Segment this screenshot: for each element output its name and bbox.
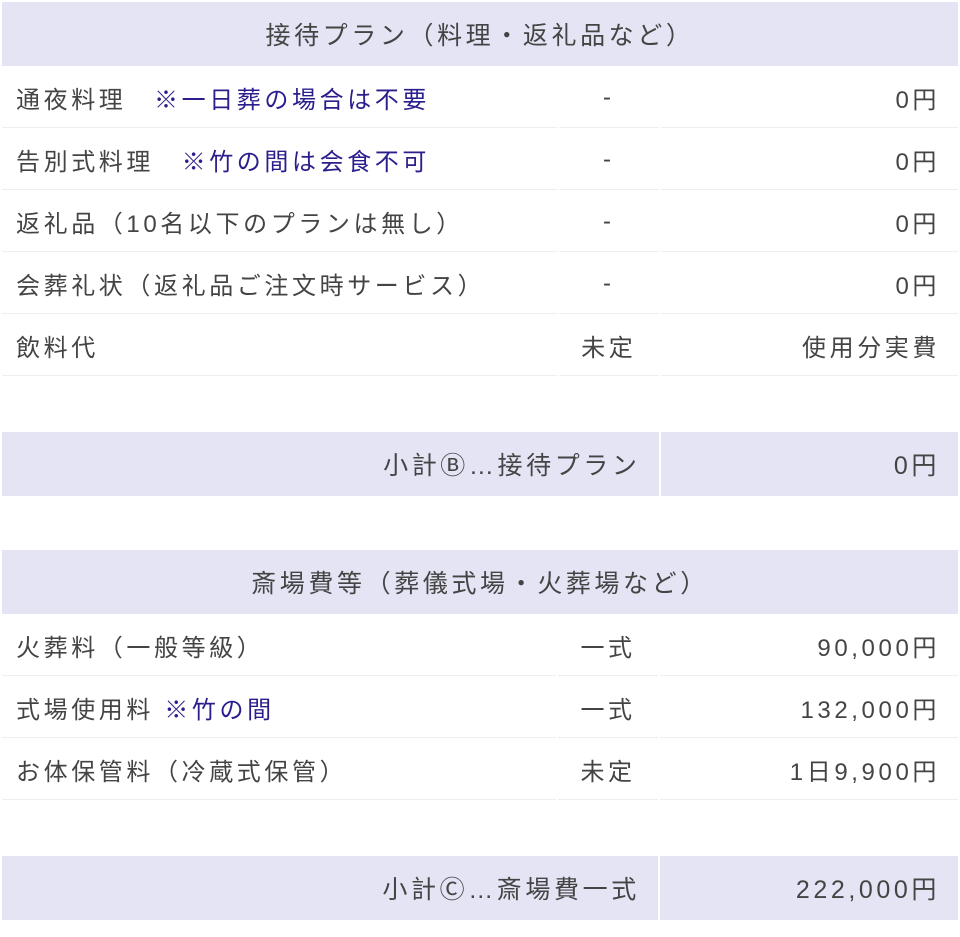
item-amount: 1日9,900円 xyxy=(660,740,958,800)
empty-cell xyxy=(660,802,958,854)
item-amount: 0円 xyxy=(661,68,958,128)
empty-cell xyxy=(559,378,659,430)
empty-cell xyxy=(2,378,557,430)
item-name: 飲料代 xyxy=(16,335,99,362)
table-header: 接待プラン（料理・返礼品など） xyxy=(2,2,958,66)
item-name-cell: 告別式料理 ※竹の間は会食不可 xyxy=(2,130,557,190)
table-row: 式場使用料 ※竹の間 一式 132,000円 xyxy=(2,678,958,738)
item-qty: 未定 xyxy=(558,740,657,800)
subtotal-amount: 222,000円 xyxy=(660,856,958,920)
item-note: ※竹の間 xyxy=(164,697,274,724)
item-qty: 一式 xyxy=(558,678,657,738)
item-qty: - xyxy=(559,130,659,190)
table-header-row: 接待プラン（料理・返礼品など） xyxy=(2,2,958,66)
table-row: 返礼品（10名以下のプランは無し） - 0円 xyxy=(2,192,958,252)
item-name-cell: 通夜料理 ※一日葬の場合は不要 xyxy=(2,68,557,128)
reception-plan-table: 接待プラン（料理・返礼品など） 通夜料理 ※一日葬の場合は不要 - 0円 告別式… xyxy=(0,0,960,498)
item-note: ※竹の間は会食不可 xyxy=(182,149,430,176)
table-gap xyxy=(0,498,960,548)
item-amount: 90,000円 xyxy=(660,616,958,676)
item-name: 式場使用料 xyxy=(16,697,164,724)
item-amount: 0円 xyxy=(661,130,958,190)
subtotal-row: 小計Ⓑ…接待プラン 0円 xyxy=(2,432,958,496)
table-row: 飲料代 未定 使用分実費 xyxy=(2,316,958,376)
item-name-cell: お体保管料（冷蔵式保管） xyxy=(2,740,556,800)
item-name: 告別式料理 xyxy=(16,149,182,176)
item-name: お体保管料（冷蔵式保管） xyxy=(16,759,347,786)
item-name-cell: 返礼品（10名以下のプランは無し） xyxy=(2,192,557,252)
item-name: 会葬礼状（返礼品ご注文時サービス） xyxy=(16,273,485,300)
table-row: 通夜料理 ※一日葬の場合は不要 - 0円 xyxy=(2,68,958,128)
item-name-cell: 会葬礼状（返礼品ご注文時サービス） xyxy=(2,254,557,314)
item-amount: 0円 xyxy=(661,192,958,252)
empty-cell xyxy=(661,378,958,430)
table-header: 斎場費等（葬儀式場・火葬場など） xyxy=(2,550,958,614)
empty-row xyxy=(2,802,958,854)
item-qty: 未定 xyxy=(559,316,659,376)
item-name: 通夜料理 xyxy=(16,87,154,114)
item-name-cell: 式場使用料 ※竹の間 xyxy=(2,678,556,738)
item-name: 返礼品（10名以下のプランは無し） xyxy=(16,211,464,238)
subtotal-row: 小計Ⓒ…斎場費一式 222,000円 xyxy=(2,856,958,920)
item-amount: 132,000円 xyxy=(660,678,958,738)
empty-cell xyxy=(2,802,556,854)
item-amount: 0円 xyxy=(661,254,958,314)
subtotal-label: 小計Ⓑ…接待プラン xyxy=(2,432,659,496)
item-amount: 使用分実費 xyxy=(661,316,958,376)
item-qty: - xyxy=(559,68,659,128)
item-name: 火葬料（一般等級） xyxy=(16,635,264,662)
venue-cost-table: 斎場費等（葬儀式場・火葬場など） 火葬料（一般等級） 一式 90,000円 式場… xyxy=(0,548,960,922)
item-name-cell: 火葬料（一般等級） xyxy=(2,616,556,676)
item-name-cell: 飲料代 xyxy=(2,316,557,376)
table-row: 火葬料（一般等級） 一式 90,000円 xyxy=(2,616,958,676)
subtotal-amount: 0円 xyxy=(661,432,958,496)
item-note: ※一日葬の場合は不要 xyxy=(154,87,430,114)
table-row: 告別式料理 ※竹の間は会食不可 - 0円 xyxy=(2,130,958,190)
empty-cell xyxy=(558,802,657,854)
table-header-row: 斎場費等（葬儀式場・火葬場など） xyxy=(2,550,958,614)
subtotal-label: 小計Ⓒ…斎場費一式 xyxy=(2,856,658,920)
table-row: お体保管料（冷蔵式保管） 未定 1日9,900円 xyxy=(2,740,958,800)
item-qty: - xyxy=(559,192,659,252)
item-qty: 一式 xyxy=(558,616,657,676)
table-row: 会葬礼状（返礼品ご注文時サービス） - 0円 xyxy=(2,254,958,314)
item-qty: - xyxy=(559,254,659,314)
empty-row xyxy=(2,378,958,430)
